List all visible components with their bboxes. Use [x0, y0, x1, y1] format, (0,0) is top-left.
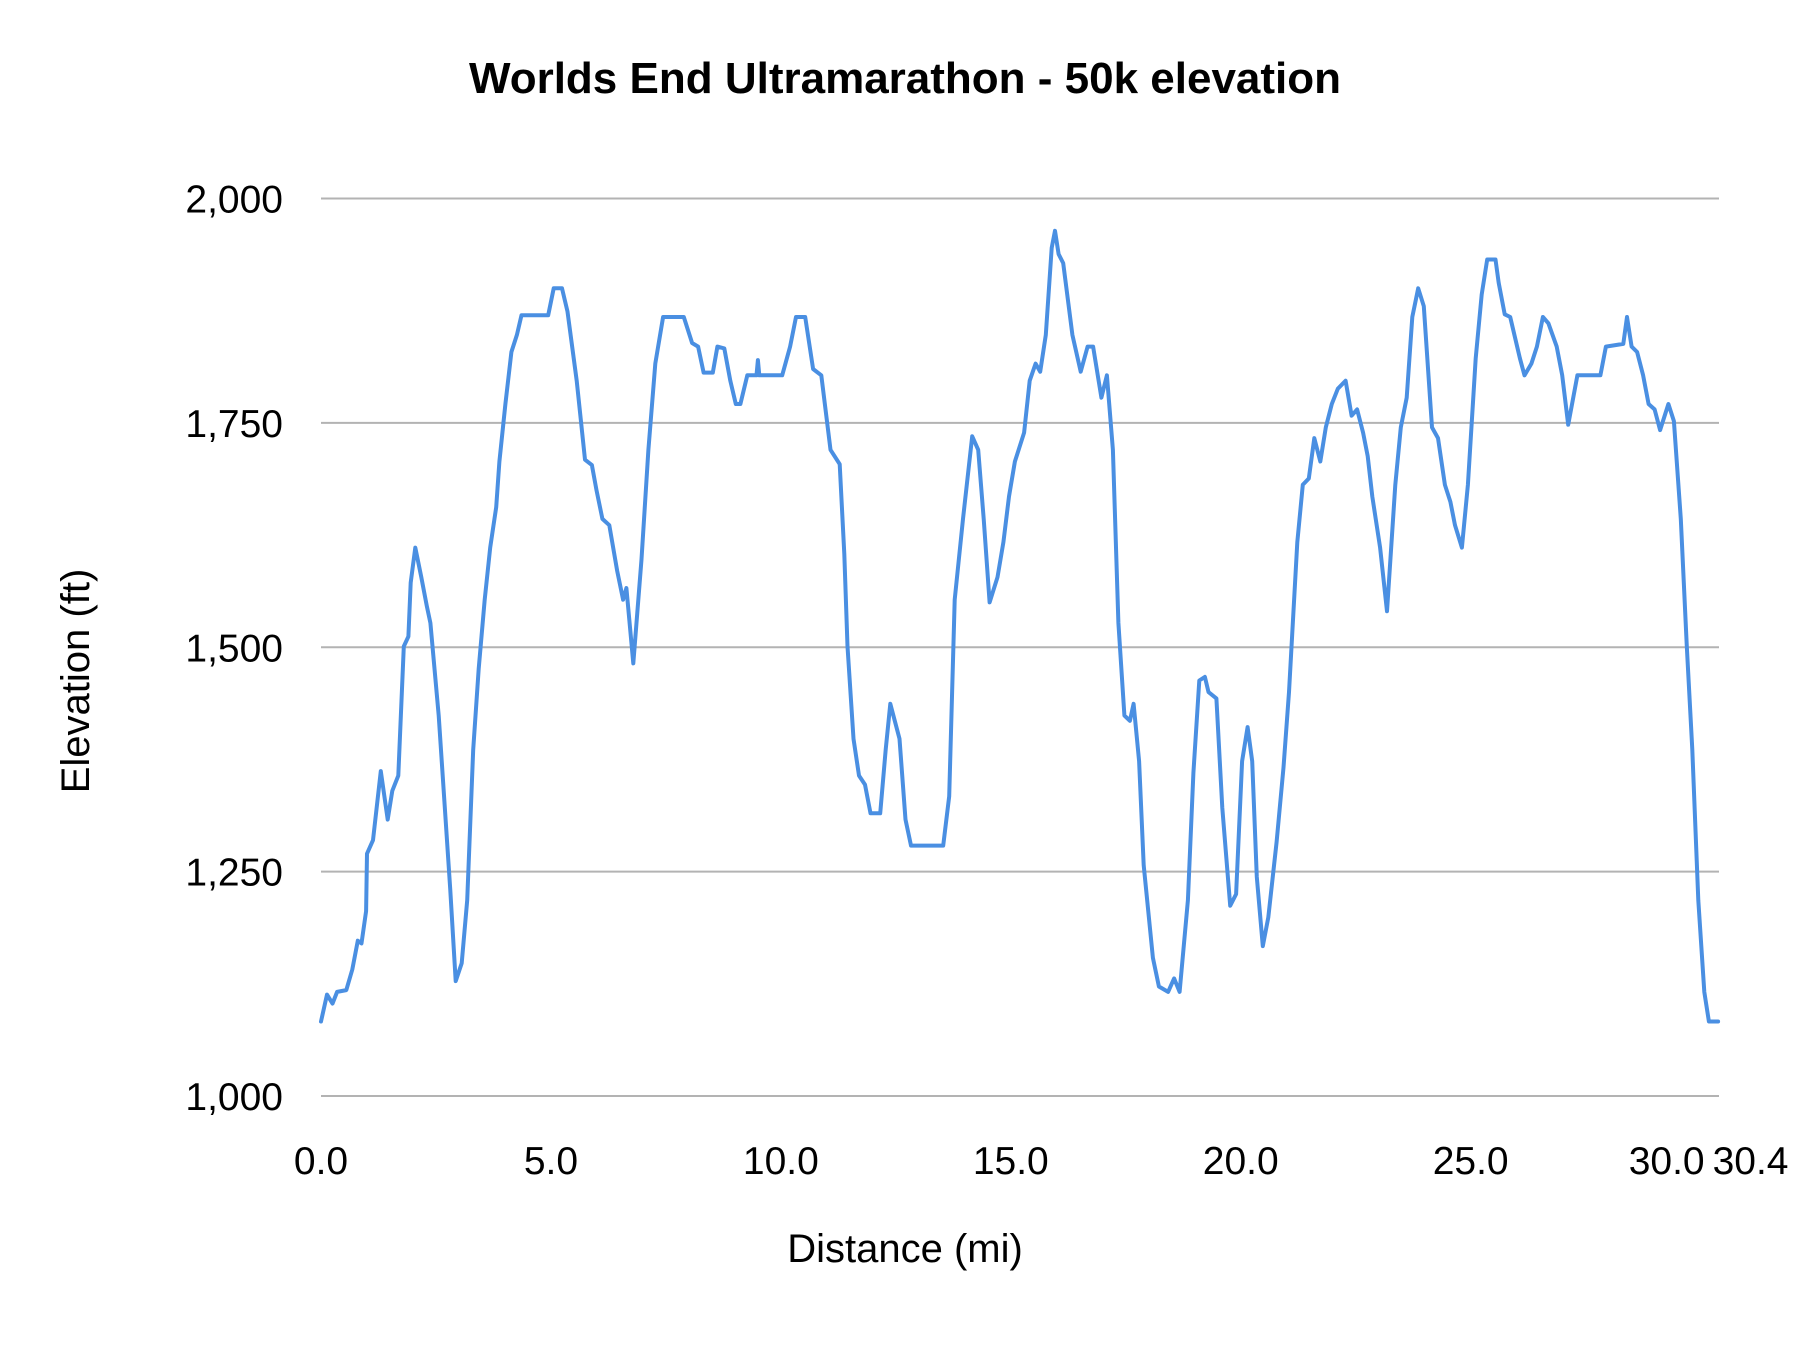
elevation-line [319, 228, 1721, 1024]
x-tick-labels: 0.0 5.0 10.0 15.0 20.0 25.0 30.0 30.4 [294, 1140, 1789, 1183]
x-tick-label: 5.0 [524, 1140, 578, 1183]
gridlines [321, 197, 1719, 1097]
x-tick-label: 0.0 [294, 1140, 348, 1183]
x-tick-label: 20.0 [1203, 1140, 1279, 1183]
y-tick-label: 1,500 [185, 627, 283, 670]
x-axis-title: Distance (mi) [787, 1227, 1023, 1271]
y-tick-label: 1,750 [185, 403, 283, 446]
x-tick-label: 30.4 [1713, 1140, 1789, 1183]
x-tick-label: 25.0 [1433, 1140, 1509, 1183]
y-tick-label: 1,250 [185, 852, 283, 895]
x-tick-label: 30.0 [1629, 1140, 1705, 1183]
y-tick-label: 2,000 [185, 179, 283, 222]
chart-title: Worlds End Ultramarathon - 50k elevation [469, 54, 1341, 103]
y-tick-label: 1,000 [185, 1076, 283, 1119]
x-tick-label: 15.0 [973, 1140, 1049, 1183]
x-tick-label: 10.0 [743, 1140, 819, 1183]
y-axis-title: Elevation (ft) [54, 569, 98, 794]
y-tick-labels: 1,000 1,250 1,500 1,750 2,000 [185, 179, 283, 1120]
